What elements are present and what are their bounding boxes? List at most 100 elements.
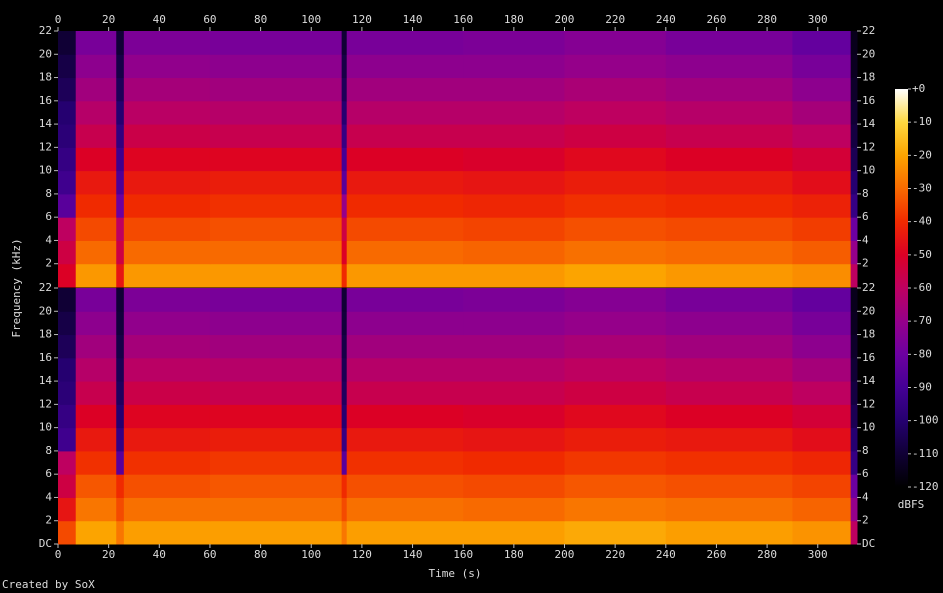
heatmap-cell <box>58 263 77 288</box>
heatmap-cell <box>75 263 117 288</box>
heatmap-cell <box>209 334 343 359</box>
heatmap-cell <box>463 147 565 172</box>
heatmap-cell <box>58 147 77 172</box>
x-tick-label: 180 <box>504 548 524 561</box>
heatmap-cell <box>75 520 117 545</box>
y-tick-label: 20 <box>39 304 52 317</box>
heatmap-cell <box>850 193 858 218</box>
heatmap-cell <box>665 357 793 382</box>
y-tick-label: 12 <box>862 397 875 410</box>
heatmap-cell <box>75 450 117 475</box>
colorbar-tick-label: -100 <box>912 414 939 427</box>
heatmap-cell <box>463 404 565 429</box>
heatmap-cell <box>463 474 565 498</box>
heatmap-cell <box>564 357 667 382</box>
heatmap-cell <box>75 54 117 79</box>
heatmap-cell <box>346 54 464 79</box>
heatmap-cell <box>341 357 348 382</box>
heatmap-cell <box>346 450 464 475</box>
heatmap-cell <box>850 147 858 172</box>
y-tick-label: 16 <box>39 351 52 364</box>
heatmap-cell <box>564 217 667 241</box>
heatmap-cell <box>463 100 565 125</box>
heatmap-cell <box>75 240 117 265</box>
heatmap-cell <box>463 217 565 241</box>
y-tick-label: 22 <box>39 281 52 294</box>
heatmap-cell <box>341 288 348 312</box>
heatmap-cell <box>850 217 858 241</box>
heatmap-cell <box>564 77 667 102</box>
heatmap-cell <box>564 288 667 312</box>
heatmap-cell <box>58 288 77 312</box>
colorbar-tick-label: -110 <box>912 447 939 460</box>
heatmap-cell <box>116 450 125 475</box>
heatmap-cell <box>58 100 77 125</box>
y-tick-label: 18 <box>862 328 875 341</box>
heatmap-cell <box>792 124 852 148</box>
heatmap-cell <box>564 54 667 79</box>
x-tick-label: 300 <box>808 13 828 26</box>
heatmap-cell <box>341 100 348 125</box>
heatmap-cell <box>341 497 348 522</box>
x-tick-label: 280 <box>757 13 777 26</box>
heatmap-cell <box>792 217 852 241</box>
heatmap-cell <box>116 77 125 102</box>
heatmap-cell <box>792 474 852 498</box>
heatmap-cell <box>792 193 852 218</box>
heatmap-cell <box>665 427 793 452</box>
x-tick-label: 100 <box>301 548 321 561</box>
heatmap-cell <box>123 474 211 498</box>
heatmap-cell <box>346 381 464 405</box>
heatmap-cell <box>209 357 343 382</box>
heatmap-cell <box>116 427 125 452</box>
heatmap-cell <box>346 100 464 125</box>
heatmap-cell <box>75 427 117 452</box>
heatmap-cell <box>58 520 77 545</box>
x-tick-label: 100 <box>301 13 321 26</box>
heatmap-cell <box>123 31 211 55</box>
heatmap-cell <box>665 100 793 125</box>
heatmap-cell <box>564 240 667 265</box>
heatmap-cell <box>463 240 565 265</box>
y-tick-label: 18 <box>39 71 52 84</box>
heatmap-cell <box>850 124 858 148</box>
heatmap-cell <box>75 217 117 241</box>
heatmap-cell <box>346 474 464 498</box>
heatmap-cell <box>850 357 858 382</box>
heatmap-cell <box>463 263 565 288</box>
colorbar-tick-label: -10 <box>912 115 932 128</box>
heatmap-cell <box>346 520 464 545</box>
y-tick-label: 18 <box>39 328 52 341</box>
heatmap-cell <box>209 474 343 498</box>
heatmap-cell <box>463 427 565 452</box>
heatmap-cell <box>665 288 793 312</box>
heatmap-cell <box>116 54 125 79</box>
heatmap-cell <box>463 170 565 195</box>
heatmap-cell <box>116 520 125 545</box>
heatmap-cell <box>123 427 211 452</box>
heatmap-cell <box>850 77 858 102</box>
heatmap-cell <box>209 147 343 172</box>
heatmap-cell <box>463 450 565 475</box>
heatmap-cell <box>58 357 77 382</box>
heatmap-cell <box>850 311 858 336</box>
heatmap-cell <box>346 170 464 195</box>
y-tick-label: 22 <box>862 281 875 294</box>
heatmap-cell <box>792 450 852 475</box>
heatmap-cell <box>850 170 858 195</box>
y-tick-label: 12 <box>39 140 52 153</box>
heatmap-cell <box>665 474 793 498</box>
heatmap-cell <box>209 497 343 522</box>
heatmap-cell <box>116 381 125 405</box>
heatmap-cell <box>123 263 211 288</box>
heatmap-cell <box>564 450 667 475</box>
heatmap-cell <box>341 334 348 359</box>
y-tick-label: 20 <box>39 47 52 60</box>
heatmap-cell <box>850 31 858 55</box>
heatmap-cell <box>116 100 125 125</box>
heatmap-cell <box>75 100 117 125</box>
y-tick-label: 2 <box>862 257 869 270</box>
heatmap-cell <box>116 288 125 312</box>
heatmap-cell <box>75 474 117 498</box>
